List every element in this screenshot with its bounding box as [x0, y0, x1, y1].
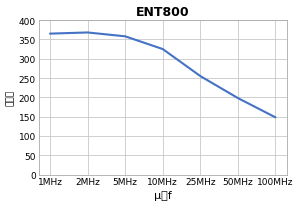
Y-axis label: 磁导率: 磁导率 [6, 90, 15, 106]
Title: ENT800: ENT800 [136, 6, 190, 19]
X-axis label: μ－f: μ－f [154, 191, 172, 200]
